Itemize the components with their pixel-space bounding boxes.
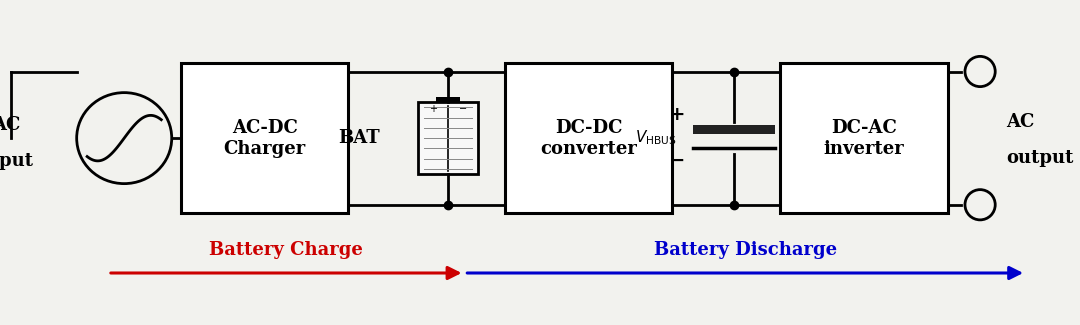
Text: $\mathit{V}_\mathregular{HBUS}$: $\mathit{V}_\mathregular{HBUS}$ (635, 129, 677, 148)
Bar (418, 102, 477, 174)
Text: DC-AC
inverter: DC-AC inverter (824, 119, 904, 158)
Text: AC: AC (0, 116, 21, 134)
Text: input: input (0, 152, 33, 170)
Text: output: output (1007, 149, 1074, 167)
Text: DC-DC
converter: DC-DC converter (540, 119, 637, 158)
Text: −: − (669, 152, 686, 170)
Text: AC: AC (1007, 113, 1035, 131)
Text: Battery Discharge: Battery Discharge (653, 241, 837, 259)
Text: BAT: BAT (338, 129, 380, 147)
Text: +: + (430, 104, 437, 114)
Bar (505, 63, 672, 213)
Text: +: + (669, 106, 686, 124)
Bar (693, 125, 775, 134)
Text: Battery Charge: Battery Charge (210, 241, 363, 259)
Text: AC-DC
Charger: AC-DC Charger (224, 119, 306, 158)
Bar (180, 63, 348, 213)
Bar (436, 97, 460, 102)
Text: −: − (459, 104, 468, 114)
Bar (781, 63, 948, 213)
